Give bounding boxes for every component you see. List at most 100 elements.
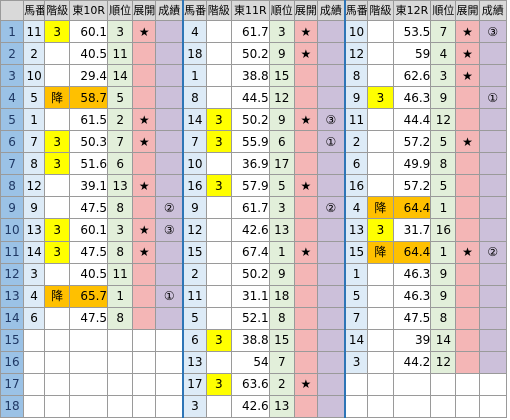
seiseki-cell-10r[interactable] (155, 152, 184, 176)
index-cell-11r[interactable]: 57.9 (230, 174, 270, 198)
row-number[interactable]: 10 (0, 218, 25, 242)
tenkai-cell-12r[interactable] (455, 284, 480, 308)
header-race-11r[interactable]: 東11R (230, 0, 270, 22)
juni-cell-12r[interactable]: 1 (430, 196, 457, 220)
seiseki-cell-10r[interactable] (155, 108, 184, 132)
index-cell-11r[interactable]: 67.4 (230, 240, 270, 264)
kaikyu-cell-10r[interactable]: 3 (44, 218, 71, 242)
index-cell-10r[interactable]: 60.1 (69, 218, 109, 242)
seiseki-cell-12r[interactable] (478, 196, 508, 220)
kaikyu-cell-12r[interactable] (367, 64, 394, 88)
header-umaban-10r[interactable]: 馬番 (23, 0, 46, 22)
kaikyu-cell-12r[interactable] (367, 306, 394, 330)
tenkai-cell-11r[interactable]: ★ (293, 108, 318, 132)
tenkai-cell-12r[interactable]: ★ (455, 42, 480, 66)
seiseki-cell-11r[interactable] (316, 306, 346, 330)
juni-cell-11r[interactable]: 2 (268, 372, 295, 396)
tenkai-cell-10r[interactable]: ★ (132, 108, 157, 132)
seiseki-cell-10r[interactable] (155, 64, 184, 88)
kaikyu-cell-12r[interactable] (367, 20, 394, 44)
umaban-cell-12r[interactable]: 7 (343, 306, 369, 330)
tenkai-cell-12r[interactable]: ★ (455, 130, 480, 154)
umaban-cell-12r[interactable]: 13 (343, 218, 369, 242)
juni-cell-12r[interactable]: 8 (430, 152, 457, 176)
seiseki-cell-10r[interactable] (155, 174, 184, 198)
umaban-cell-10r[interactable]: 1 (23, 108, 46, 132)
header-seiseki-11r[interactable]: 成績 (316, 0, 346, 22)
index-cell-12r[interactable]: 57.2 (392, 174, 432, 198)
juni-cell-11r[interactable]: 13 (268, 394, 295, 419)
tenkai-cell-10r[interactable]: ★ (132, 218, 157, 242)
tenkai-cell-11r[interactable] (293, 328, 318, 352)
umaban-cell-12r[interactable]: 2 (343, 130, 369, 154)
kaikyu-cell-10r[interactable] (44, 174, 71, 198)
row-number[interactable]: 3 (0, 64, 25, 88)
juni-cell-12r[interactable]: 4 (430, 42, 457, 66)
umaban-cell-11r[interactable]: 14 (182, 108, 207, 132)
kaikyu-cell-11r[interactable] (205, 64, 232, 88)
kaikyu-cell-12r[interactable] (367, 328, 394, 352)
kaikyu-cell-11r[interactable]: 3 (205, 328, 232, 352)
seiseki-cell-10r[interactable] (155, 328, 184, 352)
juni-cell-10r[interactable]: 3 (107, 218, 134, 242)
seiseki-cell-11r[interactable] (316, 284, 346, 308)
juni-cell-12r[interactable]: 9 (430, 86, 457, 110)
seiseki-cell-12r[interactable]: ② (478, 240, 508, 264)
tenkai-cell-11r[interactable]: ★ (293, 240, 318, 264)
index-cell-11r[interactable]: 31.1 (230, 284, 270, 308)
index-cell-11r[interactable]: 42.6 (230, 394, 270, 419)
index-cell-11r[interactable]: 50.2 (230, 42, 270, 66)
tenkai-cell-10r[interactable] (132, 284, 157, 308)
index-cell-10r[interactable]: 39.1 (69, 174, 109, 198)
seiseki-cell-10r[interactable] (155, 262, 184, 286)
kaikyu-cell-12r[interactable] (367, 372, 394, 396)
umaban-cell-11r[interactable]: 1 (182, 64, 207, 88)
kaikyu-cell-11r[interactable] (205, 262, 232, 286)
juni-cell-12r[interactable]: 9 (430, 284, 457, 308)
kaikyu-cell-10r[interactable] (44, 108, 71, 132)
row-number[interactable]: 17 (0, 372, 25, 396)
seiseki-cell-12r[interactable] (478, 152, 508, 176)
tenkai-cell-10r[interactable] (132, 42, 157, 66)
tenkai-cell-11r[interactable] (293, 350, 318, 374)
index-cell-10r[interactable]: 47.5 (69, 306, 109, 330)
umaban-cell-10r[interactable]: 13 (23, 218, 46, 242)
umaban-cell-11r[interactable]: 10 (182, 152, 207, 176)
umaban-cell-12r[interactable] (343, 394, 369, 419)
juni-cell-11r[interactable]: 17 (268, 152, 295, 176)
seiseki-cell-12r[interactable] (478, 64, 508, 88)
tenkai-cell-11r[interactable] (293, 284, 318, 308)
juni-cell-12r[interactable]: 12 (430, 108, 457, 132)
juni-cell-11r[interactable]: 9 (268, 42, 295, 66)
index-cell-10r[interactable]: 40.5 (69, 262, 109, 286)
umaban-cell-11r[interactable]: 8 (182, 86, 207, 110)
row-number[interactable]: 8 (0, 174, 25, 198)
tenkai-cell-12r[interactable] (455, 108, 480, 132)
index-cell-10r[interactable]: 65.7 (69, 284, 109, 308)
row-number[interactable]: 13 (0, 284, 25, 308)
kaikyu-cell-12r[interactable] (367, 262, 394, 286)
kaikyu-cell-10r[interactable] (44, 42, 71, 66)
juni-cell-10r[interactable]: 7 (107, 130, 134, 154)
juni-cell-12r[interactable]: 5 (430, 174, 457, 198)
umaban-cell-12r[interactable]: 12 (343, 42, 369, 66)
index-cell-11r[interactable]: 44.5 (230, 86, 270, 110)
umaban-cell-10r[interactable] (23, 394, 46, 419)
kaikyu-cell-10r[interactable]: 降 (44, 284, 71, 308)
tenkai-cell-12r[interactable] (455, 218, 480, 242)
header-seiseki-12r[interactable]: 成績 (478, 0, 508, 22)
tenkai-cell-12r[interactable] (455, 174, 480, 198)
seiseki-cell-12r[interactable] (478, 394, 508, 419)
seiseki-cell-11r[interactable] (316, 42, 346, 66)
tenkai-cell-12r[interactable] (455, 306, 480, 330)
tenkai-cell-12r[interactable] (455, 394, 480, 419)
seiseki-cell-10r[interactable] (155, 42, 184, 66)
index-cell-12r[interactable]: 64.4 (392, 240, 432, 264)
kaikyu-cell-10r[interactable] (44, 394, 71, 419)
kaikyu-cell-10r[interactable] (44, 350, 71, 374)
umaban-cell-12r[interactable]: 10 (343, 20, 369, 44)
index-cell-12r[interactable]: 47.5 (392, 306, 432, 330)
kaikyu-cell-10r[interactable] (44, 372, 71, 396)
index-cell-10r[interactable]: 60.1 (69, 20, 109, 44)
header-juni-12r[interactable]: 順位 (430, 0, 457, 22)
